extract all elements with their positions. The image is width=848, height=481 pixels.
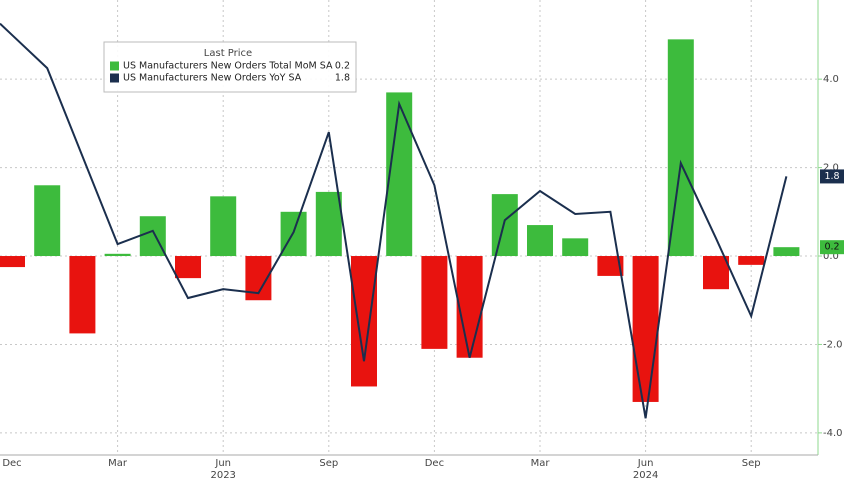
x-tick-label: Dec — [425, 458, 444, 469]
value-tag — [820, 240, 844, 255]
x-tick-label: Dec — [2, 458, 21, 469]
legend-label: US Manufacturers New Orders YoY SA — [123, 73, 302, 84]
value-tag-label: 0.2 — [824, 242, 839, 253]
year-label: 2024 — [633, 470, 658, 481]
bar — [527, 225, 553, 257]
y-tick-label: 4.0 — [823, 74, 839, 85]
bar — [773, 247, 800, 257]
bar — [0, 256, 25, 268]
bar — [175, 256, 201, 279]
bar — [562, 238, 589, 257]
year-label: 2023 — [210, 470, 235, 481]
x-tick-label: Jun — [214, 458, 231, 469]
legend-value: 0.2 — [335, 61, 350, 72]
legend-box — [103, 41, 357, 93]
x-tick-label: Sep — [319, 458, 338, 469]
legend-title: Last Price — [204, 48, 252, 59]
line — [0, 22, 788, 419]
y-tick-label: -4.0 — [823, 428, 843, 439]
bar — [34, 185, 61, 257]
y-tick-label: 2.0 — [823, 163, 839, 174]
bar — [703, 256, 729, 290]
bar — [421, 256, 448, 349]
legend-swatch — [110, 73, 119, 83]
x-tick-label: Sep — [742, 458, 761, 469]
bar — [456, 256, 483, 358]
bar — [597, 256, 624, 276]
legend-label: US Manufacturers New Orders Total MoM SA — [123, 61, 333, 72]
y-tick-label: -2.0 — [823, 339, 843, 350]
y-tick-label: 0.0 — [823, 251, 839, 262]
x-tick-label: Jun — [637, 458, 654, 469]
legend-value: 1.8 — [335, 73, 350, 84]
x-tick-label: Mar — [531, 458, 551, 469]
bar — [738, 256, 765, 265]
bar — [104, 253, 131, 257]
x-tick-label: Mar — [108, 458, 128, 469]
value-tag-label: 1.8 — [824, 171, 839, 182]
bar — [69, 256, 96, 334]
legend-swatch — [110, 61, 119, 71]
bar — [315, 191, 342, 257]
legend: Last Price US Manufacturers New Orders T… — [103, 41, 357, 93]
bar — [210, 196, 237, 257]
bar — [632, 256, 659, 402]
bar — [491, 194, 518, 257]
value-tag — [820, 169, 844, 184]
bar — [351, 256, 377, 387]
